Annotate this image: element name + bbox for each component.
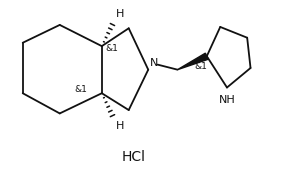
Text: &1: &1 xyxy=(106,44,119,53)
Text: N: N xyxy=(150,58,159,68)
Polygon shape xyxy=(178,53,208,70)
Text: &1: &1 xyxy=(194,62,207,71)
Text: NH: NH xyxy=(219,95,236,105)
Text: H: H xyxy=(116,121,124,131)
Text: &1: &1 xyxy=(74,85,87,94)
Text: H: H xyxy=(116,9,124,19)
Text: HCl: HCl xyxy=(122,150,146,164)
